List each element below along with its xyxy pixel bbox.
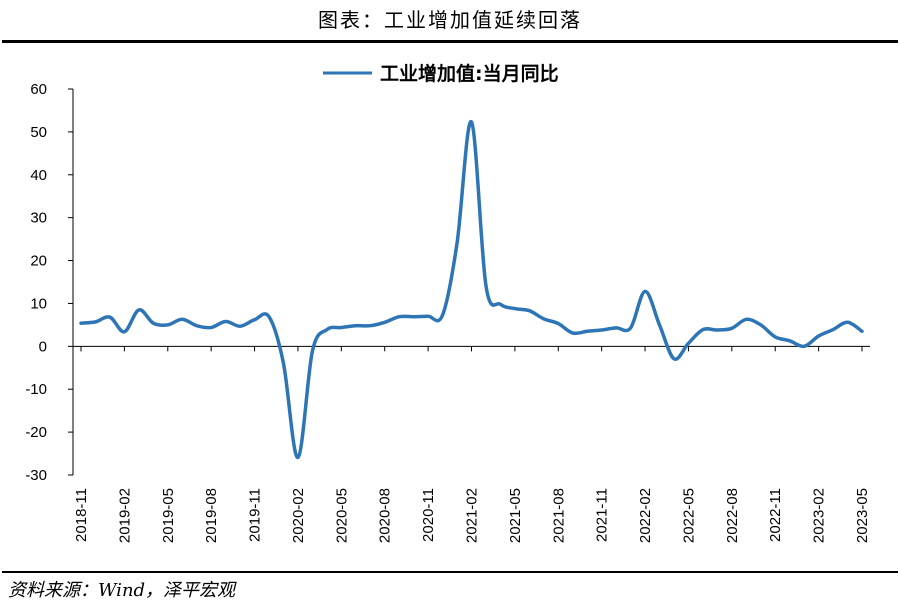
x-tick-label: 2019-11: [247, 488, 264, 542]
x-tick-label: 2023-05: [854, 488, 871, 543]
legend-label: 工业增加值:当月同比: [380, 62, 559, 85]
x-tick-label: 2020-11: [420, 488, 437, 542]
x-tick-label: 2022-11: [767, 488, 784, 542]
y-tick-label: 60: [30, 81, 47, 98]
footer-rule: [2, 571, 898, 573]
series-line: [79, 120, 864, 460]
x-tick-label: 2019-02: [116, 488, 133, 543]
x-tick-label: 2022-08: [724, 488, 741, 543]
y-tick-label: -20: [25, 424, 47, 441]
source-note: 资料来源：Wind，泽平宏观: [8, 580, 236, 601]
y-tick-label: 0: [39, 338, 47, 355]
y-tick-label: 40: [30, 167, 47, 184]
y-tick-label: -30: [25, 467, 47, 484]
x-tick-label: 2022-05: [680, 488, 697, 543]
y-tick-label: 20: [30, 253, 47, 270]
page-title: 图表：工业增加值延续回落: [318, 8, 582, 32]
title-rule: [2, 40, 898, 43]
axes: [72, 89, 870, 475]
x-tick-label: 2023-02: [811, 488, 828, 543]
x-tick-label: 2019-08: [203, 488, 220, 543]
x-tick-label: 2020-02: [290, 488, 307, 543]
line-chart: 工业增加值:当月同比 -30 -20 -10 0 10 20 30 40 50 60 2018-1…: [25, 62, 871, 543]
x-tick-label: 2022-02: [637, 488, 654, 543]
x-tick-label: 2020-05: [333, 488, 350, 543]
x-tick-label: 2021-08: [550, 488, 567, 543]
x-tick-label: 2020-08: [377, 488, 394, 543]
y-tick-label: 50: [30, 124, 47, 141]
x-tick-label: 2018-11: [73, 488, 90, 542]
y-tick-label: -10: [25, 381, 47, 398]
x-tick-label: 2021-02: [464, 488, 481, 543]
x-tick-label: 2019-05: [160, 488, 177, 543]
legend: 工业增加值:当月同比: [323, 62, 559, 85]
x-tick-label: 2021-05: [507, 488, 524, 543]
y-tick-label: 30: [30, 210, 47, 227]
x-axis-ticks: 2018-11 2019-02 2019-05 2019-08 2019-11 2020-…: [73, 346, 871, 543]
y-axis-ticks: -30 -20 -10 0 10 20 30 40 50 60: [25, 81, 73, 484]
y-tick-label: 10: [30, 295, 47, 312]
x-tick-label: 2021-11: [594, 488, 611, 542]
